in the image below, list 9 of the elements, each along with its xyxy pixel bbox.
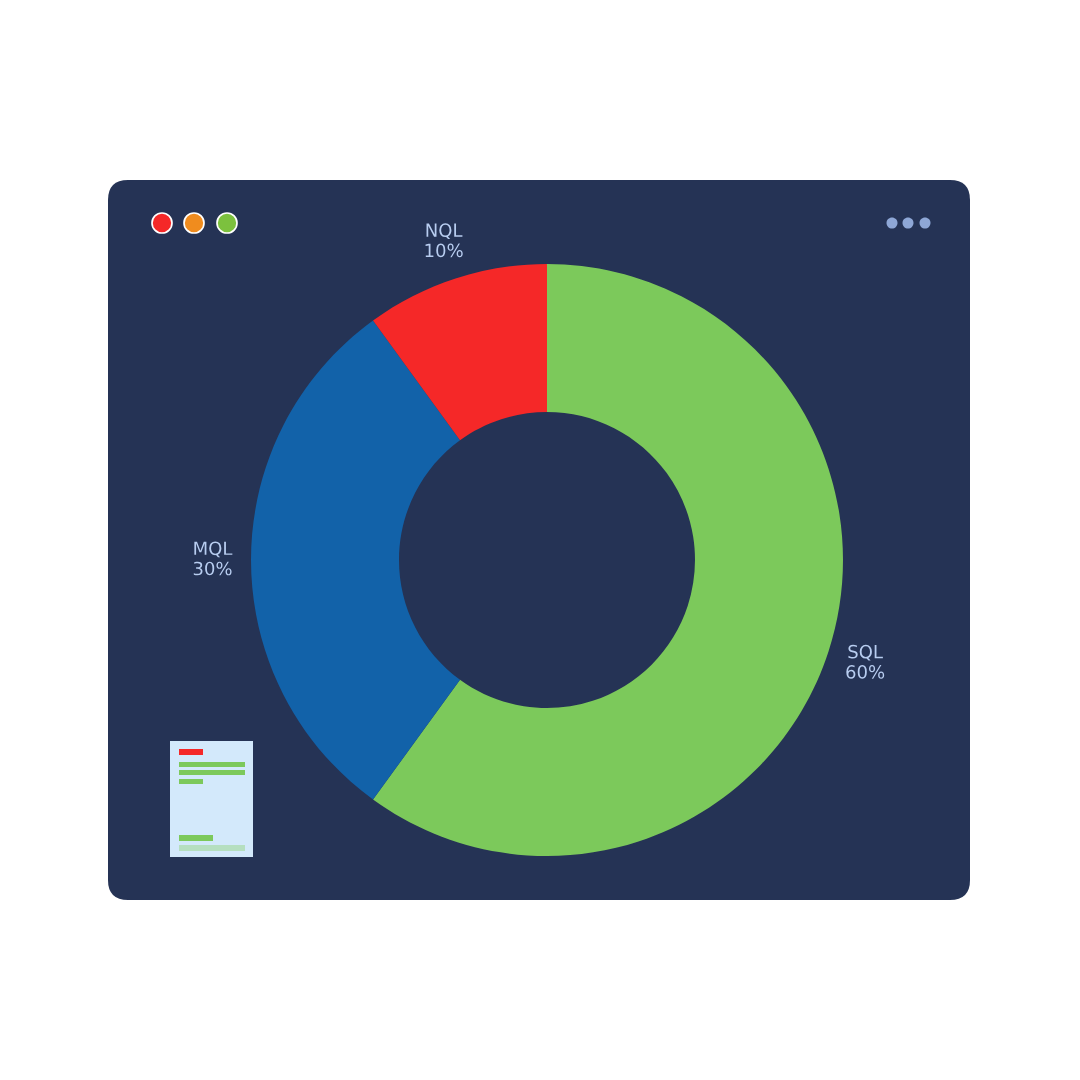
data-label: 10% bbox=[425, 243, 463, 258]
donut-slice bbox=[373, 264, 547, 441]
slice-label: MQL bbox=[194, 541, 233, 558]
donut-slice bbox=[373, 264, 843, 856]
data-label: 30% bbox=[193, 561, 232, 576]
data-label: 60% bbox=[846, 665, 885, 679]
slice-label: NQL bbox=[426, 223, 463, 240]
slice-label: SQL bbox=[848, 644, 883, 661]
donut-slice bbox=[251, 320, 461, 800]
